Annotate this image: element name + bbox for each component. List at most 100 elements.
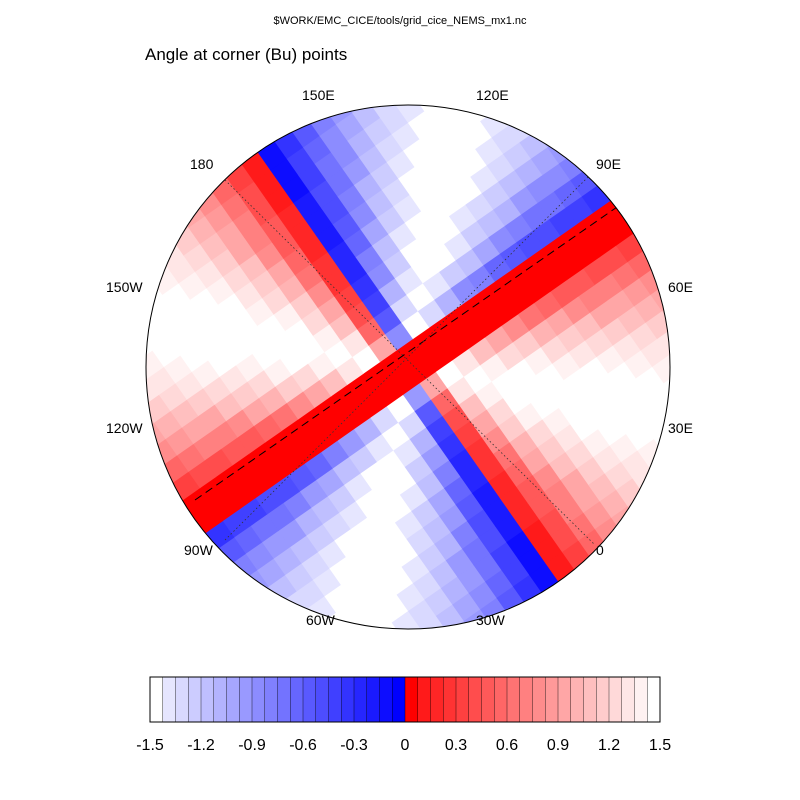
colorbar-swatch <box>315 677 329 722</box>
field-cell <box>423 27 452 56</box>
field-cell <box>295 752 324 781</box>
lon-label-90e: 90E <box>596 156 621 172</box>
field-cell <box>334 773 363 800</box>
field-cell <box>84 241 113 270</box>
colorbar-swatch <box>354 677 368 722</box>
field-cell <box>439 16 468 45</box>
field-cell <box>677 216 706 245</box>
field-cell <box>62 280 91 309</box>
field-cell <box>540 105 570 121</box>
field-cell <box>395 23 424 52</box>
field-cell <box>224 105 254 122</box>
field-cell <box>306 36 335 65</box>
field-cell <box>668 343 670 373</box>
field-cell <box>235 597 265 627</box>
field-cell <box>77 440 106 469</box>
colorbar-tick-label: -0.3 <box>340 737 368 754</box>
field-cell <box>406 39 435 68</box>
field-cell <box>524 105 553 132</box>
field-cell <box>711 265 740 294</box>
colorbar-swatch <box>239 677 253 722</box>
field-cell <box>718 309 747 338</box>
lon-label-90w: 90W <box>184 542 213 558</box>
field-cell <box>765 447 794 476</box>
field-cell <box>744 486 773 515</box>
field-cell <box>28 231 57 260</box>
field-cell <box>351 29 380 58</box>
field-cell <box>372 722 401 751</box>
field-cell <box>0 282 19 311</box>
field-cell <box>388 0 417 7</box>
field-cell <box>116 462 145 491</box>
field-cell <box>196 576 226 606</box>
field-cell <box>146 361 149 391</box>
field-cell <box>645 555 670 584</box>
colorbar-swatch <box>366 677 380 722</box>
colorbar-swatch <box>150 677 164 722</box>
field-cell <box>331 628 360 629</box>
field-cell <box>105 445 134 474</box>
colorbar-swatch <box>213 677 227 722</box>
field-cell <box>700 249 729 278</box>
field-cell <box>607 117 637 147</box>
field-cell <box>115 390 144 419</box>
field-cell <box>240 105 270 111</box>
field-cell <box>622 522 652 551</box>
colorbar-swatch <box>175 677 189 722</box>
field-cell <box>693 449 722 478</box>
field-cell <box>87 385 116 414</box>
field-cell <box>708 365 737 394</box>
field-cell <box>334 41 363 70</box>
field-cell <box>732 470 761 499</box>
colorbar-swatch <box>545 677 559 722</box>
field-cell <box>428 0 457 28</box>
field-cell <box>23 259 52 288</box>
field-cell <box>475 625 504 629</box>
colorbar-swatch <box>558 677 572 722</box>
field-cell <box>88 213 117 242</box>
lon-label-30e: 30E <box>668 420 693 436</box>
field-cell <box>648 210 670 240</box>
colorbar-swatch <box>583 677 597 722</box>
field-cell <box>203 620 232 629</box>
field-cell <box>746 314 775 343</box>
field-cell <box>764 375 793 404</box>
field-cell <box>596 105 626 130</box>
field-cell <box>724 354 753 383</box>
field-cell <box>165 183 195 212</box>
colorbar-swatch <box>647 677 661 722</box>
field-cell <box>270 647 299 676</box>
field-cell <box>695 276 724 305</box>
field-cell <box>685 332 714 361</box>
field-cell <box>734 298 763 327</box>
field-cell <box>678 532 707 561</box>
field-cell <box>30 303 59 332</box>
field-cell <box>103 373 132 402</box>
field-cell <box>552 107 581 137</box>
field-cell <box>44 219 73 248</box>
field-cell <box>378 34 407 63</box>
field-cell <box>742 414 771 443</box>
field-cell <box>612 577 642 607</box>
field-cell <box>146 522 164 552</box>
field-cell <box>79 268 108 297</box>
field-cell <box>488 0 517 10</box>
grid-line-dotted-b <box>224 179 596 546</box>
colorbar-swatch <box>290 677 304 722</box>
field-cell <box>665 443 670 473</box>
field-cell <box>61 208 90 237</box>
field-cell <box>700 493 729 522</box>
field-cell <box>677 460 706 489</box>
field-cell <box>113 318 142 347</box>
field-cell <box>698 421 727 450</box>
field-cell <box>181 171 211 201</box>
field-cell <box>403 627 432 629</box>
field-cell <box>478 37 507 66</box>
field-cell <box>66 424 95 453</box>
field-cell <box>385 105 414 107</box>
field-cell <box>573 68 602 97</box>
field-cell <box>519 618 549 629</box>
field-cell <box>146 478 157 507</box>
field-cell <box>372 0 401 19</box>
field-cell <box>723 281 752 310</box>
